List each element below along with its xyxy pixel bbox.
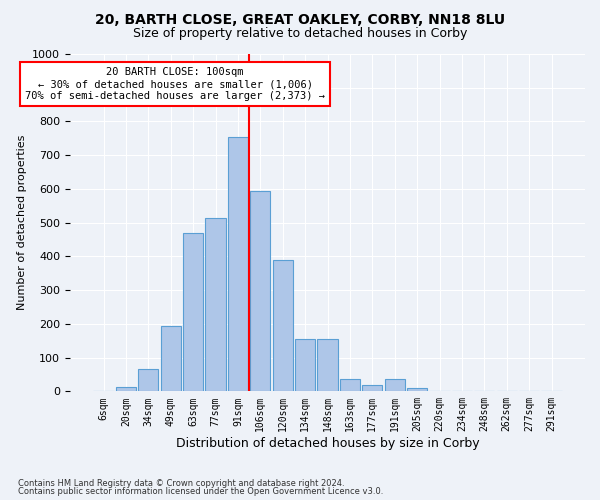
Bar — [295, 339, 315, 392]
Bar — [362, 384, 382, 392]
Text: 20 BARTH CLOSE: 100sqm
← 30% of detached houses are smaller (1,006)
70% of semi-: 20 BARTH CLOSE: 100sqm ← 30% of detached… — [25, 68, 325, 100]
Bar — [205, 218, 226, 392]
Bar — [116, 388, 136, 392]
Bar — [228, 136, 248, 392]
Bar — [138, 370, 158, 392]
X-axis label: Distribution of detached houses by size in Corby: Distribution of detached houses by size … — [176, 437, 479, 450]
Bar — [407, 388, 427, 392]
Text: Size of property relative to detached houses in Corby: Size of property relative to detached ho… — [133, 28, 467, 40]
Bar — [183, 233, 203, 392]
Text: 20, BARTH CLOSE, GREAT OAKLEY, CORBY, NN18 8LU: 20, BARTH CLOSE, GREAT OAKLEY, CORBY, NN… — [95, 12, 505, 26]
Bar — [250, 190, 271, 392]
Text: Contains HM Land Registry data © Crown copyright and database right 2024.: Contains HM Land Registry data © Crown c… — [18, 478, 344, 488]
Bar — [340, 379, 360, 392]
Bar — [430, 390, 449, 392]
Bar — [317, 339, 338, 392]
Y-axis label: Number of detached properties: Number of detached properties — [17, 135, 27, 310]
Bar — [161, 326, 181, 392]
Bar — [272, 260, 293, 392]
Text: Contains public sector information licensed under the Open Government Licence v3: Contains public sector information licen… — [18, 487, 383, 496]
Bar — [385, 378, 405, 392]
